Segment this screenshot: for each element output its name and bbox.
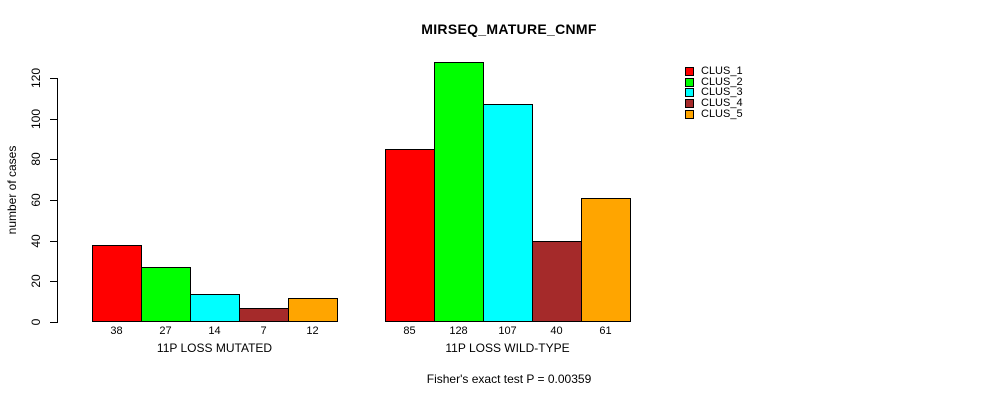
y-axis-label: number of cases — [5, 145, 19, 235]
x-category-label: 11P LOSS WILD-TYPE — [445, 341, 570, 355]
bar-clus-3-group-2 — [483, 104, 533, 322]
bar-value-label: 12 — [306, 325, 319, 337]
bar-value-label: 27 — [159, 325, 172, 337]
annotation-text: Fisher's exact test P = 0.00359 — [426, 372, 592, 386]
y-tick-label: 100 — [29, 108, 43, 129]
bar-value-label: 128 — [449, 325, 468, 337]
y-tick-label: 60 — [29, 193, 43, 207]
y-tick — [50, 281, 57, 283]
legend-label: CLUS_4 — [701, 97, 743, 110]
legend-label: CLUS_5 — [701, 107, 743, 120]
bar-clus-1-group-2 — [385, 149, 435, 322]
bar-value-label: 85 — [403, 325, 416, 337]
bar-value-label: 61 — [599, 325, 612, 337]
y-tick-label: 80 — [29, 152, 43, 167]
y-tick — [50, 322, 57, 323]
legend-swatch-clus-4 — [685, 99, 694, 109]
y-tick — [50, 200, 57, 201]
legend-swatch-clus-5 — [685, 109, 694, 119]
bar-clus-4-group-1 — [239, 307, 289, 322]
y-tick — [50, 118, 57, 120]
y-tick — [50, 159, 57, 161]
y-tick-label: 120 — [29, 67, 43, 89]
y-tick-label: 0 — [29, 318, 43, 326]
legend-swatch-clus-3 — [685, 88, 694, 98]
bar-value-label: 40 — [550, 325, 563, 337]
bar-value-label: 14 — [208, 325, 221, 337]
bar-clus-2-group-2 — [434, 61, 484, 322]
x-category-label: 11P LOSS MUTATED — [156, 341, 273, 355]
y-tick-label: 20 — [29, 274, 43, 289]
bar-value-label: 107 — [498, 325, 517, 337]
bar-value-label: 7 — [260, 325, 267, 337]
y-tick — [50, 78, 57, 79]
legend-label: CLUS_3 — [701, 86, 743, 99]
chart-title: MIRSEQ_MATURE_CNMF — [421, 21, 597, 37]
bar-clus-1-group-1 — [92, 244, 142, 322]
legend-label: CLUS_1 — [701, 65, 743, 77]
bar-clus-4-group-2 — [532, 240, 582, 322]
bar-value-label: 38 — [110, 325, 123, 337]
y-tick-label: 40 — [29, 233, 43, 248]
bar-clus-5-group-1 — [288, 297, 338, 322]
y-axis-line — [57, 78, 58, 323]
y-tick — [50, 240, 57, 242]
bar-clus-5-group-2 — [581, 197, 631, 322]
legend-label: CLUS_2 — [701, 75, 743, 88]
legend-swatch-clus-2 — [685, 77, 694, 87]
bar-clus-2-group-1 — [141, 267, 191, 322]
bar-clus-3-group-1 — [190, 293, 240, 322]
legend-swatch-clus-1 — [685, 67, 694, 76]
